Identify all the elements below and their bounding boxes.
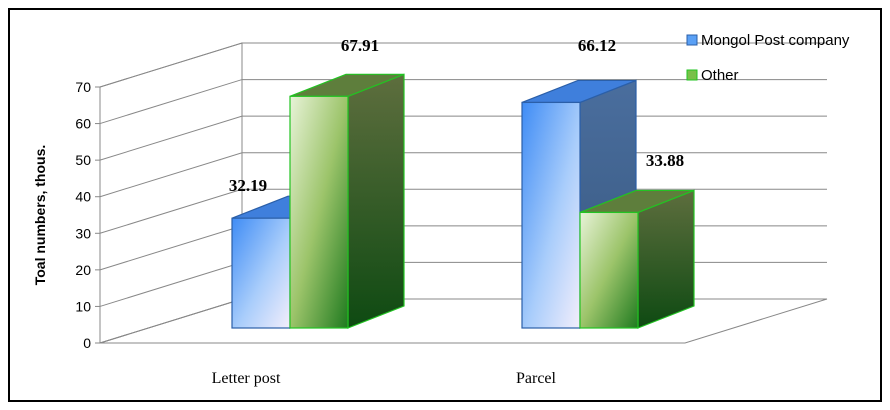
x-tick-label: Parcel [516,370,557,387]
bar-side-face [637,189,695,329]
bar-side-face [347,73,405,329]
data-label: 66.12 [578,36,616,55]
y-tick-label: 10 [75,298,91,314]
y-tick-label: 60 [75,116,91,132]
y-tick-label: 30 [75,225,91,241]
y-axis-title: Toal numbers, thous. [32,145,48,286]
y-tick-label: 50 [75,152,91,168]
bar-front-face [231,217,291,329]
legend-label: Other [701,67,739,84]
gridline [99,152,827,198]
legend: Mongol Post company Other [686,32,850,84]
side-wall [99,42,243,344]
gridline [99,225,827,271]
y-tick-label: 20 [75,262,91,278]
data-label: 32.19 [229,176,267,195]
legend-item: Mongol Post company [686,32,850,49]
gridline [99,188,827,234]
legend-swatch [686,69,698,81]
legend-label: Mongol Post company [701,32,850,49]
y-tick-label: 40 [75,189,91,205]
y-tick-label: 70 [75,79,91,95]
gridline [99,298,827,344]
data-labels: 32.19 66.12 67.91 33.88 [229,36,684,195]
x-axis: Letter post Parcel [212,370,557,387]
bar-front-face [289,95,349,329]
bar-front-face [579,211,639,329]
gridline [99,115,827,161]
y-axis: 0 10 20 30 40 50 60 70 [75,79,101,351]
gridline [99,261,827,307]
chart-frame [8,8,882,402]
bar-other-parcel [579,189,695,329]
x-tick-label: Letter post [212,370,281,387]
data-label: 67.91 [341,36,379,55]
floor [99,298,828,344]
bars [231,73,695,329]
y-tick-label: 0 [83,335,91,351]
legend-item: Other [686,67,739,84]
data-label: 33.88 [646,151,684,170]
chart-walls [99,42,828,344]
gridline [99,79,827,125]
legend-swatch [686,34,698,46]
bar-front-face [521,101,581,329]
bar-other-letter-post [289,73,405,329]
gridline [99,42,827,88]
